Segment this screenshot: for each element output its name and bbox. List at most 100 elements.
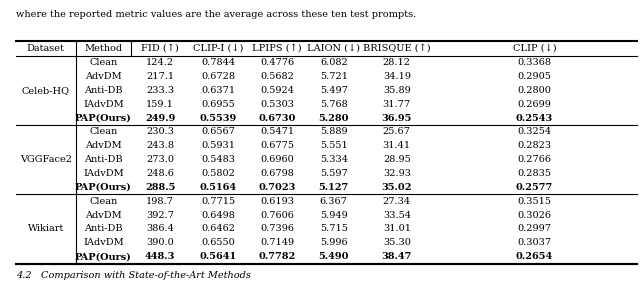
Text: 0.3368: 0.3368 <box>517 58 552 67</box>
Text: 0.2766: 0.2766 <box>517 155 552 164</box>
Text: 0.2577: 0.2577 <box>516 183 553 192</box>
Text: 0.2997: 0.2997 <box>517 225 552 233</box>
Text: IAdvDM: IAdvDM <box>83 100 124 109</box>
Text: 0.6730: 0.6730 <box>259 113 296 123</box>
Text: PAP(Ours): PAP(Ours) <box>75 183 132 192</box>
Text: 31.41: 31.41 <box>383 141 411 150</box>
Text: 5.768: 5.768 <box>320 100 348 109</box>
Text: 5.721: 5.721 <box>320 72 348 81</box>
Text: 35.89: 35.89 <box>383 86 411 95</box>
Text: 28.95: 28.95 <box>383 155 411 164</box>
Text: 5.127: 5.127 <box>319 183 349 192</box>
Text: 0.5924: 0.5924 <box>260 86 294 95</box>
Text: 0.2835: 0.2835 <box>517 169 552 178</box>
Text: Wikiart: Wikiart <box>28 225 64 233</box>
Text: BRISQUE (↑): BRISQUE (↑) <box>363 44 431 53</box>
Text: 6.082: 6.082 <box>320 58 348 67</box>
Text: 5.280: 5.280 <box>319 113 349 123</box>
Text: Anti-DB: Anti-DB <box>84 86 123 95</box>
Text: 0.7023: 0.7023 <box>259 183 296 192</box>
Text: 0.3515: 0.3515 <box>517 197 552 206</box>
Text: 4.2   Comparison with State-of-the-Art Methods: 4.2 Comparison with State-of-the-Art Met… <box>16 271 251 280</box>
Text: AdvDM: AdvDM <box>85 211 122 220</box>
Text: 32.93: 32.93 <box>383 169 411 178</box>
Text: 159.1: 159.1 <box>146 100 174 109</box>
Text: 0.6955: 0.6955 <box>202 100 236 109</box>
Text: 0.7149: 0.7149 <box>260 238 294 247</box>
Text: Clean: Clean <box>89 127 118 137</box>
Text: 0.5641: 0.5641 <box>200 252 237 261</box>
Text: Anti-DB: Anti-DB <box>84 155 123 164</box>
Text: 0.6371: 0.6371 <box>202 86 236 95</box>
Text: 0.6728: 0.6728 <box>202 72 236 81</box>
Text: 5.889: 5.889 <box>320 127 348 137</box>
Text: 0.7715: 0.7715 <box>202 197 236 206</box>
Text: PAP(Ours): PAP(Ours) <box>75 113 132 123</box>
Text: 5.551: 5.551 <box>320 141 348 150</box>
Text: Clean: Clean <box>89 197 118 206</box>
Text: 0.3037: 0.3037 <box>517 238 552 247</box>
Text: 35.30: 35.30 <box>383 238 411 247</box>
Text: 233.3: 233.3 <box>146 86 174 95</box>
Text: Clean: Clean <box>89 58 118 67</box>
Text: 5.996: 5.996 <box>320 238 348 247</box>
Text: 448.3: 448.3 <box>145 252 175 261</box>
Text: 0.7844: 0.7844 <box>202 58 236 67</box>
Text: 0.5539: 0.5539 <box>200 113 237 123</box>
Text: 28.12: 28.12 <box>383 58 411 67</box>
Text: 243.8: 243.8 <box>146 141 174 150</box>
Text: 0.5471: 0.5471 <box>260 127 294 137</box>
Text: 273.0: 273.0 <box>146 155 174 164</box>
Text: 0.2699: 0.2699 <box>518 100 551 109</box>
Text: 0.5682: 0.5682 <box>260 72 294 81</box>
Text: 34.19: 34.19 <box>383 72 411 81</box>
Text: 33.54: 33.54 <box>383 211 411 220</box>
Text: FID (↑): FID (↑) <box>141 44 179 53</box>
Text: 249.9: 249.9 <box>145 113 175 123</box>
Text: 0.2543: 0.2543 <box>516 113 553 123</box>
Text: AdvDM: AdvDM <box>85 72 122 81</box>
Text: 0.5483: 0.5483 <box>202 155 236 164</box>
Text: VGGFace2: VGGFace2 <box>20 155 72 164</box>
Text: 0.6960: 0.6960 <box>260 155 294 164</box>
Text: Dataset: Dataset <box>27 44 65 53</box>
Text: 390.0: 390.0 <box>146 238 174 247</box>
Text: 248.6: 248.6 <box>146 169 174 178</box>
Text: 0.2823: 0.2823 <box>517 141 552 150</box>
Text: CLIP-I (↓): CLIP-I (↓) <box>193 44 244 53</box>
Text: 0.6193: 0.6193 <box>260 197 294 206</box>
Text: 31.77: 31.77 <box>383 100 411 109</box>
Text: PAP(Ours): PAP(Ours) <box>75 252 132 261</box>
Text: 5.334: 5.334 <box>320 155 348 164</box>
Text: 5.715: 5.715 <box>320 225 348 233</box>
Text: 0.6775: 0.6775 <box>260 141 294 150</box>
Text: 0.7396: 0.7396 <box>260 225 294 233</box>
Text: 31.01: 31.01 <box>383 225 411 233</box>
Text: 0.5164: 0.5164 <box>200 183 237 192</box>
Text: 27.34: 27.34 <box>383 197 411 206</box>
Text: 5.490: 5.490 <box>319 252 349 261</box>
Text: LPIPS (↑): LPIPS (↑) <box>252 44 302 53</box>
Text: 392.7: 392.7 <box>146 211 174 220</box>
Text: IAdvDM: IAdvDM <box>83 169 124 178</box>
Text: CLIP (↓): CLIP (↓) <box>513 44 556 53</box>
Text: 6.367: 6.367 <box>320 197 348 206</box>
Text: LAION (↓): LAION (↓) <box>307 44 360 53</box>
Text: IAdvDM: IAdvDM <box>83 238 124 247</box>
Text: 5.597: 5.597 <box>320 169 348 178</box>
Text: 217.1: 217.1 <box>146 72 174 81</box>
Text: 35.02: 35.02 <box>381 183 412 192</box>
Text: 38.47: 38.47 <box>381 252 412 261</box>
Text: 0.6462: 0.6462 <box>202 225 236 233</box>
Text: 288.5: 288.5 <box>145 183 175 192</box>
Text: 0.2654: 0.2654 <box>516 252 553 261</box>
Text: AdvDM: AdvDM <box>85 141 122 150</box>
Text: Anti-DB: Anti-DB <box>84 225 123 233</box>
Text: 0.5303: 0.5303 <box>260 100 294 109</box>
Text: 230.3: 230.3 <box>146 127 174 137</box>
Text: 0.7606: 0.7606 <box>260 211 294 220</box>
Text: 36.95: 36.95 <box>381 113 412 123</box>
Text: 0.7782: 0.7782 <box>259 252 296 261</box>
Text: 0.6798: 0.6798 <box>260 169 294 178</box>
Text: where the reported metric values are the average across these ten test prompts.: where the reported metric values are the… <box>16 10 416 19</box>
